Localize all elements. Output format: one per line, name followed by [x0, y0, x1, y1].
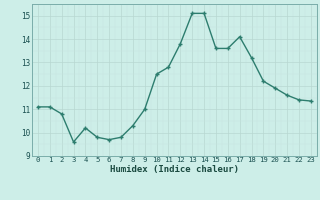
- X-axis label: Humidex (Indice chaleur): Humidex (Indice chaleur): [110, 165, 239, 174]
